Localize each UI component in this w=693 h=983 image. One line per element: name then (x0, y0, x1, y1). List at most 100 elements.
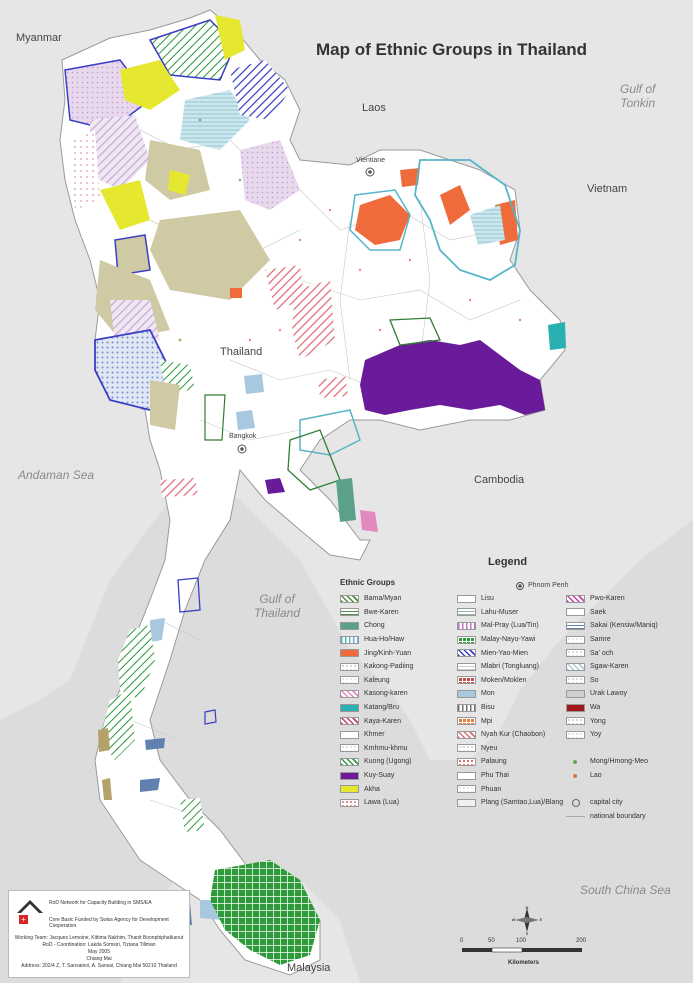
scale-tick: 200 (576, 938, 587, 944)
credits-org: RoD Network for Capacity Building in SMS… (49, 900, 152, 906)
legend-label: Katang/Bru (364, 704, 400, 712)
legend-item: Palaung (457, 755, 563, 769)
legend-item: Akha (340, 782, 413, 796)
legend-label: Hua-Ho/Haw (364, 636, 405, 644)
legend-label: Kaleung (364, 676, 390, 684)
legend-label: Malay-Nayu-Yawi (481, 636, 536, 644)
country-label-malaysia: Malaysia (287, 962, 331, 974)
legend-label: Mien-Yao-Mien (481, 649, 528, 657)
legend-swatch (340, 649, 359, 658)
sea-label-andaman: Andaman Sea (18, 468, 95, 482)
legend: Bama/Myan Bwe-Karen Chong Hua-Ho/Haw Jing/Ki… (340, 592, 685, 822)
legend-label: Kasong-karen (364, 690, 408, 698)
legend-label: Bama/Myan (364, 595, 402, 603)
credits-box: RoD Network for Capacity Building in SMS… (8, 890, 190, 978)
legend-item: Yoy (566, 728, 658, 742)
legend-swatch (566, 594, 585, 603)
legend-item: Urak Lawoy (566, 687, 658, 701)
legend-swatch (457, 717, 476, 726)
legend-item: Kasong-karen (340, 687, 413, 701)
legend-label: Mon (481, 690, 495, 698)
compass-w: W (512, 917, 516, 922)
legend-swatch (457, 621, 476, 630)
legend-swatch (566, 635, 585, 644)
legend-column-2: Lisu Lahu-Muser Mal-Pray (Lua/Tin) Malay-Na… (457, 592, 563, 810)
legend-label: Kakong-Padiing (364, 663, 414, 671)
legend-label: Nyeu (481, 744, 498, 752)
legend-label: Bisu (481, 704, 495, 712)
legend-swatch (340, 785, 359, 794)
legend-label: Lahu-Muser (481, 608, 519, 616)
legend-item: Lawa (Lua) (340, 796, 413, 810)
legend-label: Sa' och (590, 649, 614, 657)
scale-bar-graphic (462, 947, 582, 953)
city-label-phnom-penh: Phnom Penh (528, 582, 569, 589)
legend-label: Phu Thai (481, 772, 509, 780)
legend-label: Kuy-Suay (364, 772, 395, 780)
legend-label: Palaung (481, 758, 507, 766)
legend-item: Mong/Hmong-Meo (566, 755, 658, 769)
legend-item: Lisu (457, 592, 563, 606)
legend-label: Jing/Kinh-Yuan (364, 649, 412, 657)
legend-item: Nyeu (457, 742, 563, 756)
legend-item: Sakai (Kensiw/Maniq) (566, 619, 658, 633)
legend-label: Chong (364, 622, 385, 630)
legend-item: Kakong-Padiing (340, 660, 413, 674)
scale-tick: 100 (516, 938, 527, 944)
legend-swatch (340, 798, 359, 807)
legend-swatch (566, 608, 585, 617)
scale-tick: 50 (488, 938, 495, 944)
legend-item: Mal-Pray (Lua/Tin) (457, 619, 563, 633)
legend-swatch (340, 744, 359, 753)
country-label-laos: Laos (362, 102, 386, 114)
legend-swatch (340, 689, 359, 698)
legend-label: Mpi (481, 717, 493, 725)
legend-swatch (340, 594, 359, 603)
city-label-bangkok: Bangkok (229, 433, 257, 440)
legend-swatch (457, 594, 476, 603)
scale-unit: Kilometers (508, 960, 540, 966)
legend-label: Wa (590, 704, 601, 712)
legend-swatch (340, 621, 359, 630)
sea-label-gulf-of-thailand: Gulf of Thailand (254, 592, 301, 620)
legend-label: Nyah Kur (Chaobon) (481, 731, 546, 739)
legend-swatch (566, 703, 585, 712)
legend-item: Nyah Kur (Chaobon) (457, 728, 563, 742)
legend-item: Khmer (340, 728, 413, 742)
legend-label: Yong (590, 717, 606, 725)
legend-item: Pwo-Karen (566, 592, 658, 606)
legend-swatch (340, 730, 359, 739)
legend-label: Urak Lawoy (590, 690, 627, 698)
legend-swatch (566, 717, 585, 726)
credits-funding: Core Basic Funded by Swiss Agency for De… (49, 917, 169, 929)
legend-label: Plang (Samtao,Lua)/Blang (481, 799, 564, 807)
legend-item: national boundary (566, 810, 658, 824)
legend-label: Mong/Hmong-Meo (590, 758, 648, 766)
legend-item: Bisu (457, 701, 563, 715)
legend-item: Jing/Kinh-Yuan (340, 646, 413, 660)
legend-item: Kaleung (340, 674, 413, 688)
sea-label-gulf-of-tonkin: Gulf of Tonkin (620, 82, 656, 110)
legend-swatch (340, 635, 359, 644)
legend-label: Kuong (Ugong) (364, 758, 412, 766)
legend-item: Plang (Samtao,Lua)/Blang (457, 796, 563, 810)
legend-item: Mien-Yao-Mien (457, 646, 563, 660)
legend-label: Kaya-Karen (364, 717, 401, 725)
legend-swatch (457, 662, 476, 671)
legend-item: Mlabri (Tongluang) (457, 660, 563, 674)
legend-item: Bama/Myan (340, 592, 413, 606)
legend-swatch (457, 703, 476, 712)
legend-label: Phuan (481, 785, 502, 793)
legend-label: Sgaw-Karen (590, 663, 629, 671)
legend-item: Phuan (457, 782, 563, 796)
legend-item: Yong (566, 714, 658, 728)
legend-swatch (457, 689, 476, 698)
legend-label: Bwe-Karen (364, 608, 399, 616)
legend-item: Wa (566, 701, 658, 715)
credits-line: Address: 202/4 Z, T. Sansainoi, A. Sansa… (21, 963, 177, 969)
legend-item: Bwe-Karen (340, 606, 413, 620)
legend-swatch (566, 798, 585, 807)
legend-item (566, 742, 658, 756)
legend-item: Kmhmu-khmu (340, 742, 413, 756)
